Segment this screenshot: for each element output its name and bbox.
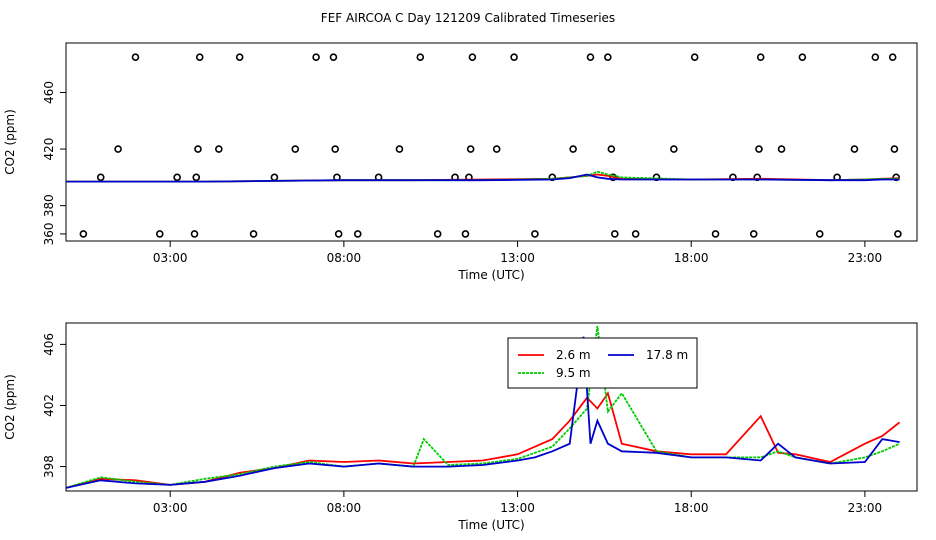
data-point <box>395 145 404 153</box>
data-point <box>604 53 612 61</box>
data-point <box>155 230 164 238</box>
data-point <box>461 230 470 238</box>
y-tick-label: 380 <box>42 194 56 217</box>
y-axis-label: CO2 (ppm) <box>3 109 17 175</box>
data-point <box>192 173 201 182</box>
x-tick-label: 23:00 <box>848 501 883 515</box>
y-tick-label: 398 <box>42 455 56 478</box>
legend-label: 17.8 m <box>646 348 688 362</box>
data-point <box>894 230 902 238</box>
x-tick-label: 08:00 <box>327 501 362 515</box>
x-tick-label: 13:00 <box>500 501 535 515</box>
plot-frame <box>65 42 918 242</box>
data-point <box>850 145 859 153</box>
data-point <box>334 230 343 238</box>
data-point <box>569 145 577 153</box>
y-tick-label: 406 <box>42 333 56 356</box>
data-point <box>291 145 300 153</box>
y-tick-label: 420 <box>42 138 56 161</box>
data-point <box>131 53 140 61</box>
x-tick-label: 18:00 <box>674 251 709 265</box>
data-point <box>798 53 807 61</box>
chart-title: FEF AIRCOA C Day 121209 Calibrated Times… <box>321 11 615 25</box>
data-point <box>586 53 595 61</box>
x-tick-label: 03:00 <box>153 251 188 265</box>
data-point <box>871 53 880 61</box>
data-point <box>607 145 616 153</box>
data-point <box>312 53 320 61</box>
legend: 2.6 m 9.5 m 17.8 m <box>507 337 698 389</box>
legend-frame <box>507 337 698 389</box>
series-line-9-5-m <box>66 325 900 489</box>
data-point <box>96 173 105 182</box>
data-point <box>79 230 88 238</box>
data-point <box>433 230 442 238</box>
data-point <box>190 230 199 238</box>
series-line-17-8-m <box>66 173 900 183</box>
y-axis-label: CO2 (ppm) <box>3 374 17 440</box>
legend-label: 9.5 m <box>556 366 591 380</box>
data-point <box>690 53 699 61</box>
data-point <box>888 53 897 61</box>
y-tick-label: 460 <box>42 81 56 104</box>
data-point <box>466 145 475 153</box>
data-point <box>215 145 223 153</box>
y-tick-label: 360 <box>42 222 56 245</box>
series-line-17-8-m <box>66 336 900 489</box>
data-point <box>890 145 899 153</box>
data-point <box>194 145 202 153</box>
x-tick-label: 08:00 <box>327 251 362 265</box>
data-point <box>711 230 720 238</box>
x-axis-label: Time (UTC) <box>457 518 524 532</box>
data-point <box>468 53 477 61</box>
data-point <box>235 53 244 61</box>
data-point <box>329 53 338 61</box>
data-point <box>756 53 765 61</box>
data-point <box>815 230 824 238</box>
x-tick-label: 18:00 <box>674 501 709 515</box>
data-point <box>611 230 619 238</box>
top-panel: 03:00 08:00 13:00 18:00 23:00 360 380 420 460 Tim… <box>3 42 918 282</box>
x-tick-label: 03:00 <box>153 501 188 515</box>
data-point <box>492 145 501 153</box>
y-tick-label: 402 <box>42 394 56 417</box>
x-tick-label: 13:00 <box>500 251 535 265</box>
data-point <box>749 230 758 238</box>
legend-label: 2.6 m <box>556 348 591 362</box>
series-line-2-6-m <box>66 391 901 489</box>
data-point <box>670 145 678 153</box>
data-point <box>777 145 786 153</box>
plot-frame <box>65 322 918 492</box>
data-point <box>270 173 279 182</box>
data-point <box>195 53 204 61</box>
bottom-panel: 03:00 08:00 13:00 18:00 23:00 398 402 406 Time (… <box>3 322 918 532</box>
data-point <box>755 145 763 153</box>
data-point <box>631 230 640 238</box>
data-point <box>416 53 425 61</box>
data-point <box>114 145 122 153</box>
x-axis-label: Time (UTC) <box>457 268 524 282</box>
data-point <box>510 53 518 61</box>
x-tick-label: 23:00 <box>848 251 883 265</box>
data-point <box>249 230 258 238</box>
data-point <box>331 145 339 153</box>
data-point <box>353 230 362 238</box>
data-point <box>531 230 539 238</box>
data-point <box>173 173 181 182</box>
